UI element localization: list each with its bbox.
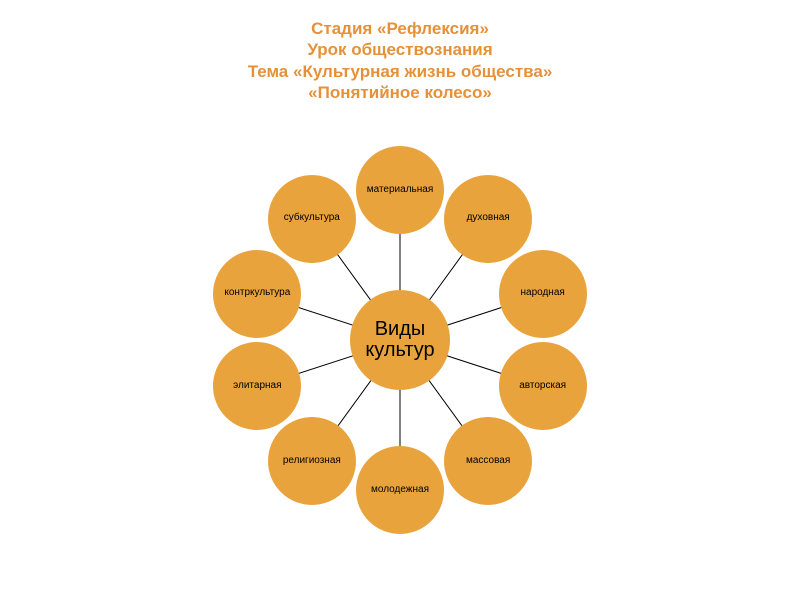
center-node: Виды культур <box>350 290 450 390</box>
concept-node-label: народная <box>520 288 564 299</box>
title-line-1: Стадия «Рефлексия» <box>0 18 800 39</box>
concept-node-label: авторская <box>519 381 566 392</box>
concept-node-label: материальная <box>367 185 434 196</box>
concept-node: контркультура <box>213 250 301 338</box>
concept-node: авторская <box>499 342 587 430</box>
title-block: Стадия «Рефлексия» Урок обществознания Т… <box>0 0 800 103</box>
concept-node-label: духовная <box>467 213 510 224</box>
concept-node: духовная <box>444 175 532 263</box>
concept-node: молодежная <box>356 446 444 534</box>
concept-node: субкультура <box>268 175 356 263</box>
concept-node: массовая <box>444 417 532 505</box>
concept-node-label: субкультура <box>284 213 340 224</box>
center-node-label: Виды культур <box>354 319 446 361</box>
concept-node: религиозная <box>268 417 356 505</box>
concept-node-label: массовая <box>466 456 510 467</box>
concept-node-label: контркультура <box>224 288 290 299</box>
concept-node-label: религиозная <box>283 456 341 467</box>
concept-node: народная <box>499 250 587 338</box>
title-line-3: Тема «Культурная жизнь общества» <box>0 61 800 82</box>
concept-node: элитарная <box>213 342 301 430</box>
title-line-4: «Понятийное колесо» <box>0 82 800 103</box>
concept-node-label: элитарная <box>233 381 281 392</box>
concept-node: материальная <box>356 146 444 234</box>
concept-node-label: молодежная <box>371 485 429 496</box>
title-line-2: Урок обществознания <box>0 39 800 60</box>
concept-wheel-diagram: материальная духовная народная авторская мас… <box>0 120 800 600</box>
